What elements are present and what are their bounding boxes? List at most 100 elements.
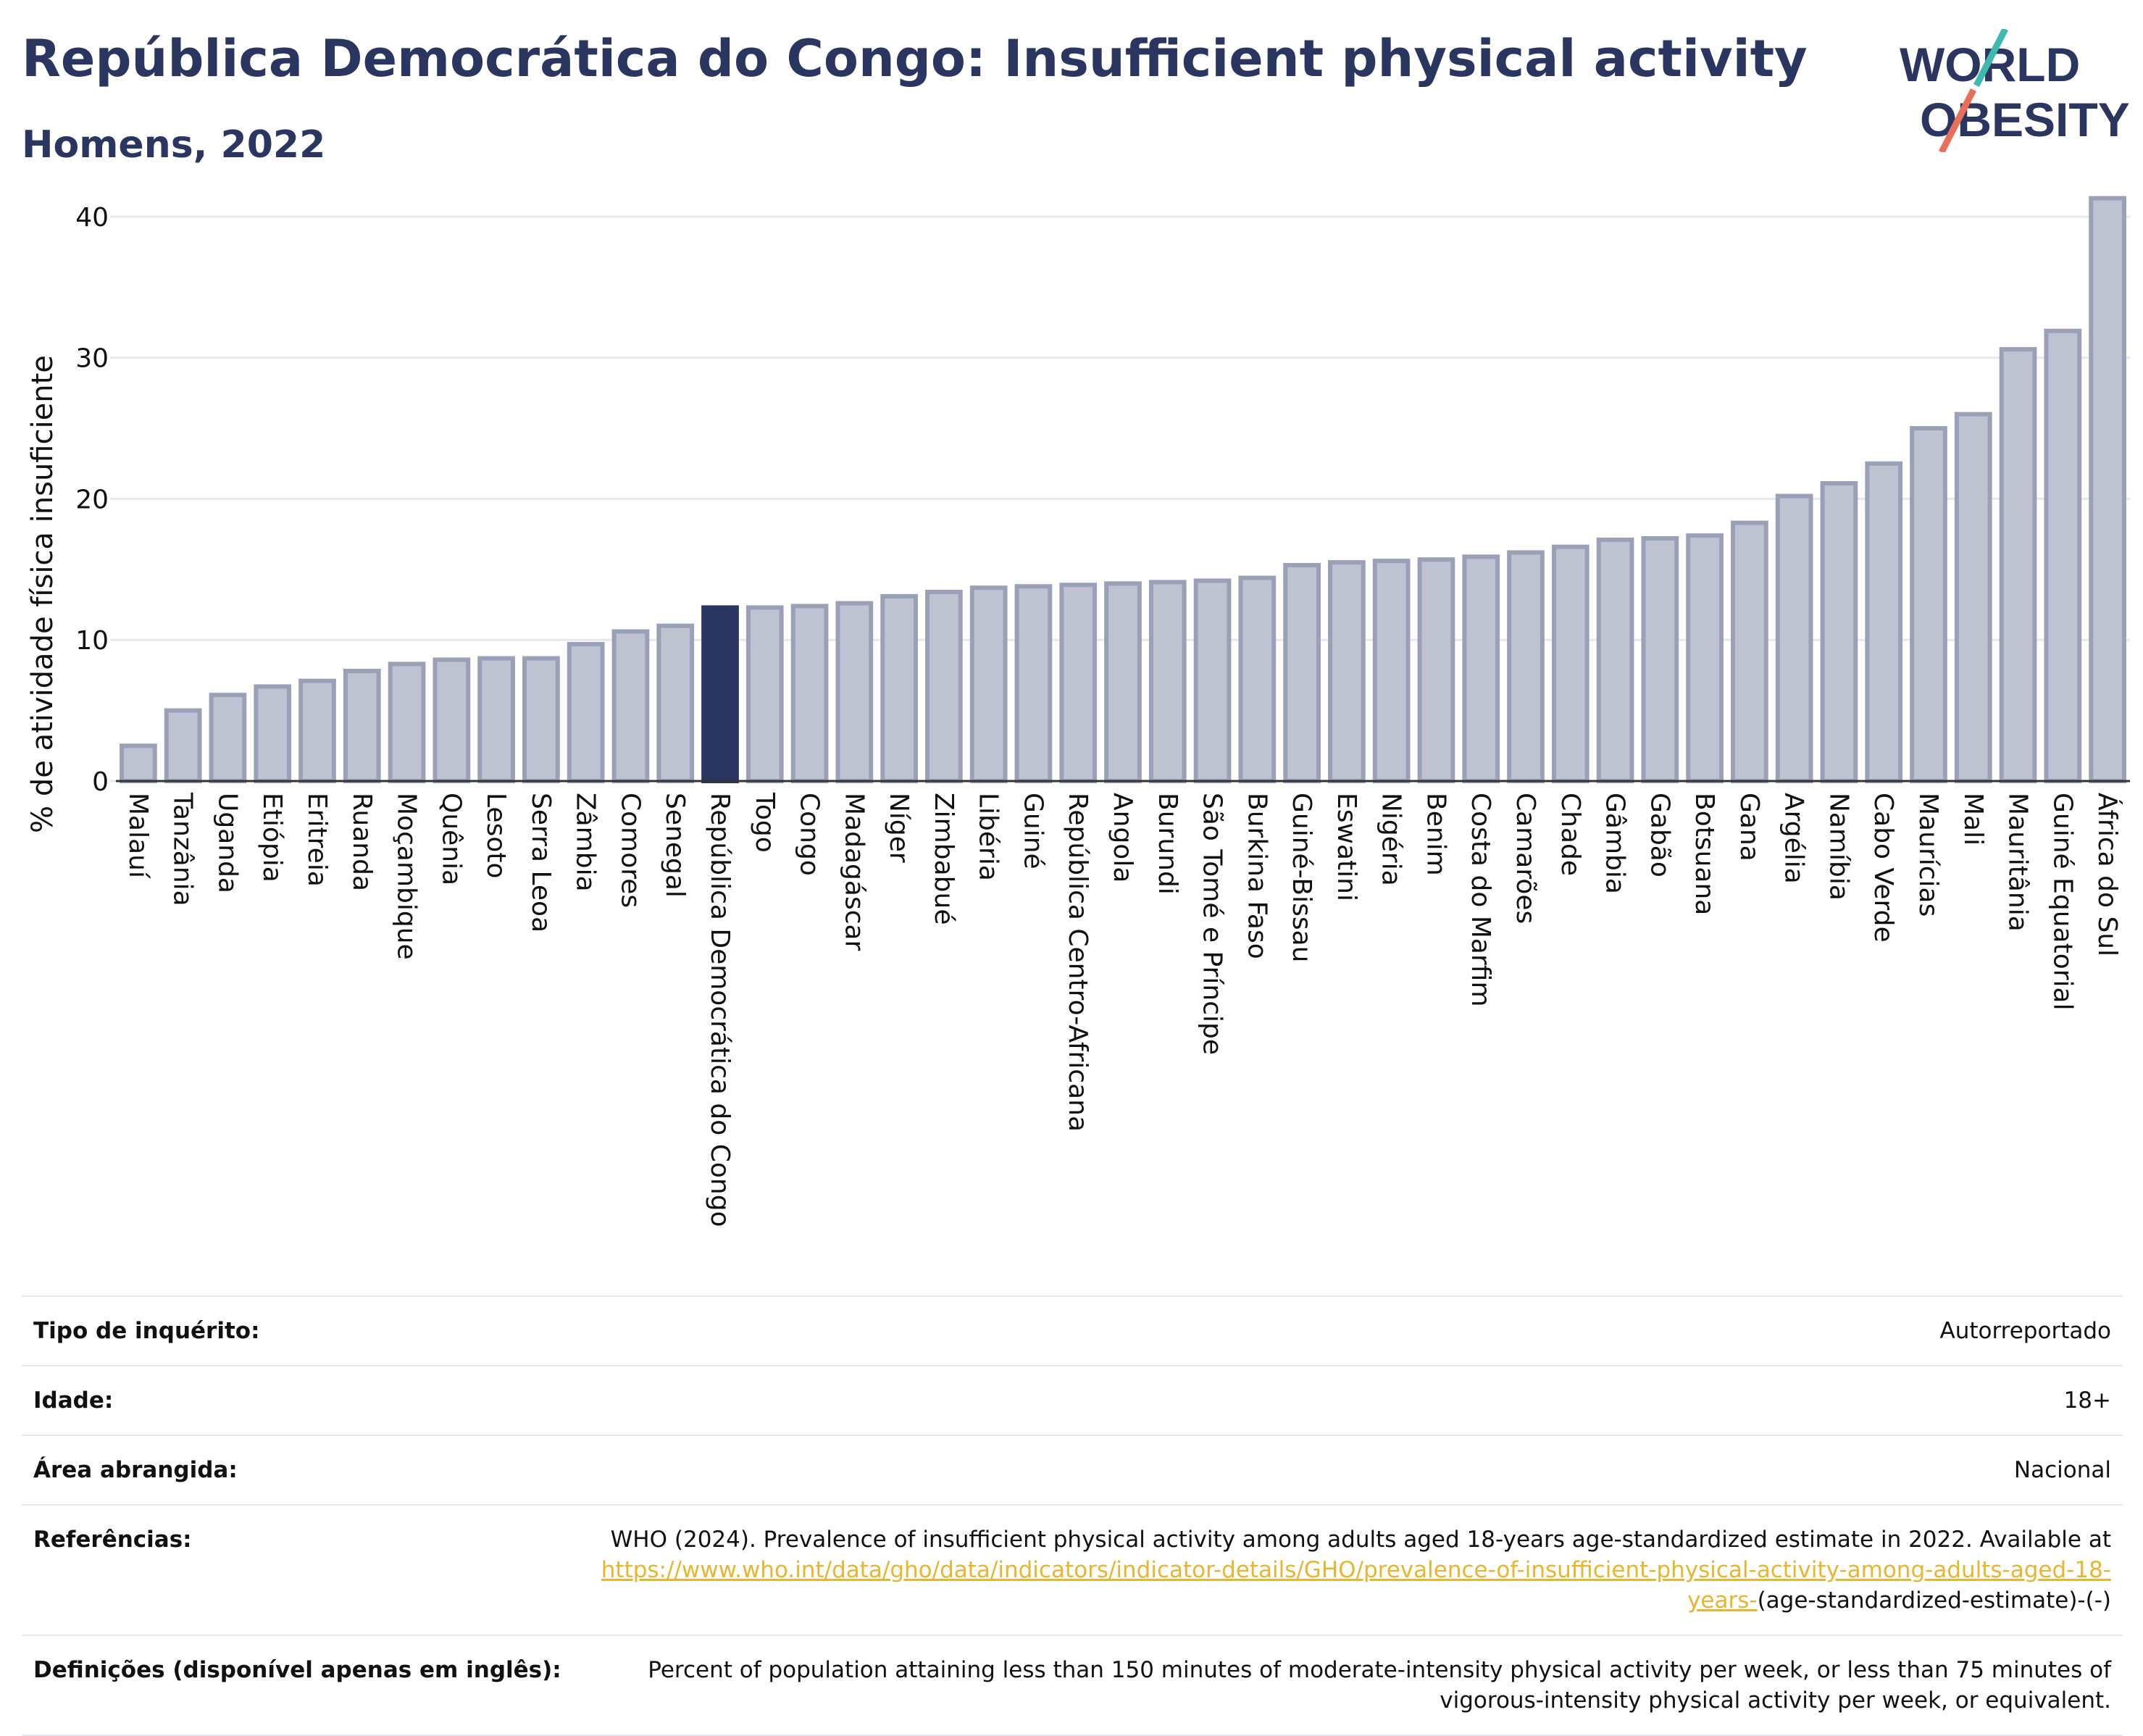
bar-maurícias	[1910, 426, 1947, 783]
y-axis-ticks: 0 10 20 30 40	[75, 203, 109, 797]
bar-burkina-faso	[1238, 575, 1277, 783]
references-value: WHO (2024). Prevalence of insufficient p…	[561, 1524, 2111, 1616]
area-row: Área abrangida: Nacional	[22, 1436, 2123, 1506]
bar-moçambique	[388, 662, 426, 783]
bar-serra-leoa	[522, 656, 560, 783]
bar-ruanda	[343, 669, 381, 783]
x-tick-label: Mauritânia	[2003, 793, 2033, 932]
x-tick-label: Moçambique	[392, 793, 422, 960]
x-tick-label: Zimbabué	[929, 793, 958, 925]
y-tick-label: 10	[75, 626, 109, 656]
x-tick-label: Guiné Equatorial	[2047, 793, 2077, 1011]
x-tick-label: Gabão	[1645, 793, 1674, 877]
survey-type-row: Tipo de inquérito: Autorreportado	[22, 1297, 2123, 1366]
bar-comores	[611, 629, 650, 783]
x-tick-label: Costa do Marfim	[1466, 793, 1495, 1007]
x-tick-label: Gâmbia	[1600, 793, 1630, 894]
x-axis-labels: Malauí Tanzânia Uganda Etiópia Eritreia Ruand…	[123, 792, 2123, 1227]
bar-libéria	[969, 585, 1008, 784]
x-tick-label: Guiné	[1018, 793, 1048, 869]
survey-type-value: Autorreportado	[1939, 1318, 2112, 1344]
x-tick-label: Congo	[795, 793, 824, 876]
bar-são-tomé-e-príncipe	[1193, 578, 1232, 783]
bar-guiné-bissau	[1283, 563, 1321, 783]
bar-costa-do-marfim	[1462, 554, 1500, 783]
x-tick-label: Guiné-Bissau	[1287, 793, 1316, 962]
x-tick-label: República Democrática do Congo	[705, 793, 735, 1227]
x-tick-label: Etiópia	[257, 793, 287, 882]
bar-chade	[1551, 544, 1590, 783]
y-axis-label: % de atividade física insuficiente	[26, 355, 59, 833]
bar-lesoto	[477, 656, 515, 783]
bar-república-democrática-do-congo	[701, 605, 739, 784]
bar-cabo-verde	[1865, 461, 1903, 783]
area-label: Área abrangida:	[33, 1457, 238, 1483]
bar-guiné-equatorial	[2044, 328, 2082, 783]
metadata-table: Tipo de inquérito: Autorreportado Idade:…	[22, 1295, 2123, 1736]
age-value: 18+	[2063, 1387, 2111, 1414]
x-tick-label: Argélia	[1779, 793, 1809, 884]
definitions-label: Definições (disponível apenas em inglês)…	[33, 1657, 561, 1683]
references-link[interactable]: https://www.who.int/data/gho/data/indica…	[601, 1557, 2111, 1614]
bar-uganda	[209, 693, 247, 784]
x-tick-label: Chade	[1555, 793, 1585, 876]
bars	[120, 196, 2126, 784]
bar-áfrica-do-sul	[2089, 196, 2126, 783]
x-tick-label: Tanzânia	[168, 792, 198, 906]
x-tick-label: Madagáscar	[839, 793, 869, 951]
bar-guiné	[1014, 584, 1053, 783]
bar-burundi	[1148, 580, 1187, 784]
x-tick-label: Togo	[750, 792, 780, 853]
logo-slash-coral	[1938, 88, 1977, 152]
x-tick-label: Gana	[1734, 793, 1764, 861]
bar-benim	[1417, 557, 1455, 783]
x-tick-label: Cabo Verde	[1868, 793, 1898, 943]
age-row: Idade: 18+	[22, 1366, 2123, 1436]
x-tick-label: Senegal	[660, 793, 690, 898]
bar-botsuana	[1686, 533, 1724, 783]
bar-quênia	[433, 657, 471, 783]
bar-república-centro-africana	[1059, 583, 1098, 783]
bar-gabão	[1641, 536, 1679, 783]
x-tick-label: São Tomé e Príncipe	[1198, 793, 1227, 1055]
bar-eritreia	[298, 678, 336, 783]
bar-gana	[1731, 520, 1768, 783]
bar-madagáscar	[835, 601, 874, 783]
definitions-row: Definições (disponível apenas em inglês)…	[22, 1636, 2123, 1736]
y-tick-label: 40	[75, 203, 109, 233]
x-tick-label: Serra Leoa	[526, 793, 556, 932]
x-tick-label: Benim	[1421, 793, 1450, 876]
bar-senegal	[656, 623, 695, 783]
x-tick-label: Comores	[615, 793, 645, 908]
bar-mauritânia	[1999, 347, 2037, 783]
area-value: Nacional	[2013, 1457, 2111, 1483]
bar-malauí	[120, 743, 157, 783]
x-tick-label: Malauí	[123, 793, 153, 879]
bar-zâmbia	[567, 642, 605, 783]
x-tick-label: Quênia	[436, 793, 466, 885]
references-label: Referências:	[33, 1527, 192, 1553]
bar-nigéria	[1372, 559, 1411, 784]
bar-zimbabué	[925, 590, 963, 783]
x-tick-label: Maurícias	[1913, 793, 1943, 917]
references-text: WHO (2024). Prevalence of insufficient p…	[610, 1527, 2111, 1553]
bar-congo	[790, 604, 829, 783]
bar-camarões	[1507, 550, 1545, 783]
definitions-value: Percent of population attaining less tha…	[648, 1657, 2111, 1714]
y-tick-label: 30	[75, 344, 109, 374]
bar-etiópia	[254, 684, 292, 783]
x-tick-label: Libéria	[974, 793, 1003, 881]
bar-namíbia	[1820, 481, 1858, 783]
references-tail: (age-standardized-estimate)-(-)	[1757, 1587, 2111, 1614]
bar-níger	[880, 593, 918, 783]
x-tick-label: Eritreia	[302, 793, 332, 887]
chart-subtitle: Homens, 2022	[22, 123, 326, 167]
x-tick-label: Nigéria	[1377, 793, 1406, 886]
x-tick-label: Burundi	[1153, 793, 1182, 895]
x-tick-label: Botsuana	[1689, 793, 1719, 915]
y-tick-label: 20	[75, 485, 109, 514]
world-obesity-logo: WORLD OBESITY	[1900, 29, 2130, 152]
x-tick-label: Uganda	[212, 793, 242, 893]
x-tick-label: Eswatini	[1332, 793, 1361, 901]
x-tick-label: Lesoto	[481, 793, 511, 879]
